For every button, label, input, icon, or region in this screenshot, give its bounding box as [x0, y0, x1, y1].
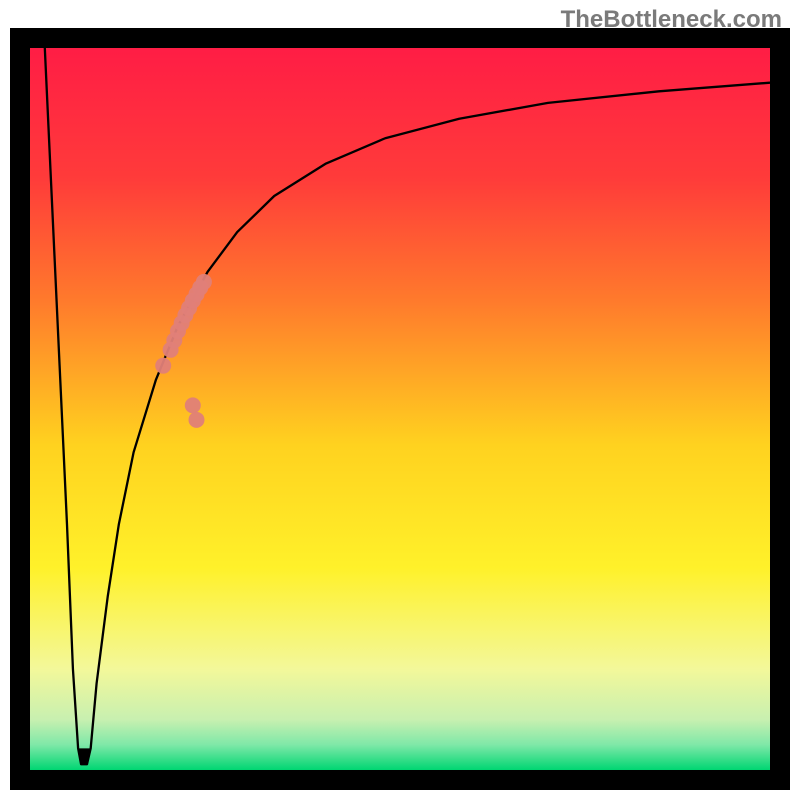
watermark-label: TheBottleneck.com	[561, 6, 782, 34]
highlight-marker	[185, 397, 201, 413]
highlight-marker	[155, 358, 171, 374]
chart-container: TheBottleneck.com	[0, 0, 800, 800]
highlight-marker	[196, 274, 212, 290]
bottleneck-curve-chart	[0, 0, 800, 800]
highlight-marker	[189, 412, 205, 428]
heat-gradient-background	[30, 48, 770, 770]
